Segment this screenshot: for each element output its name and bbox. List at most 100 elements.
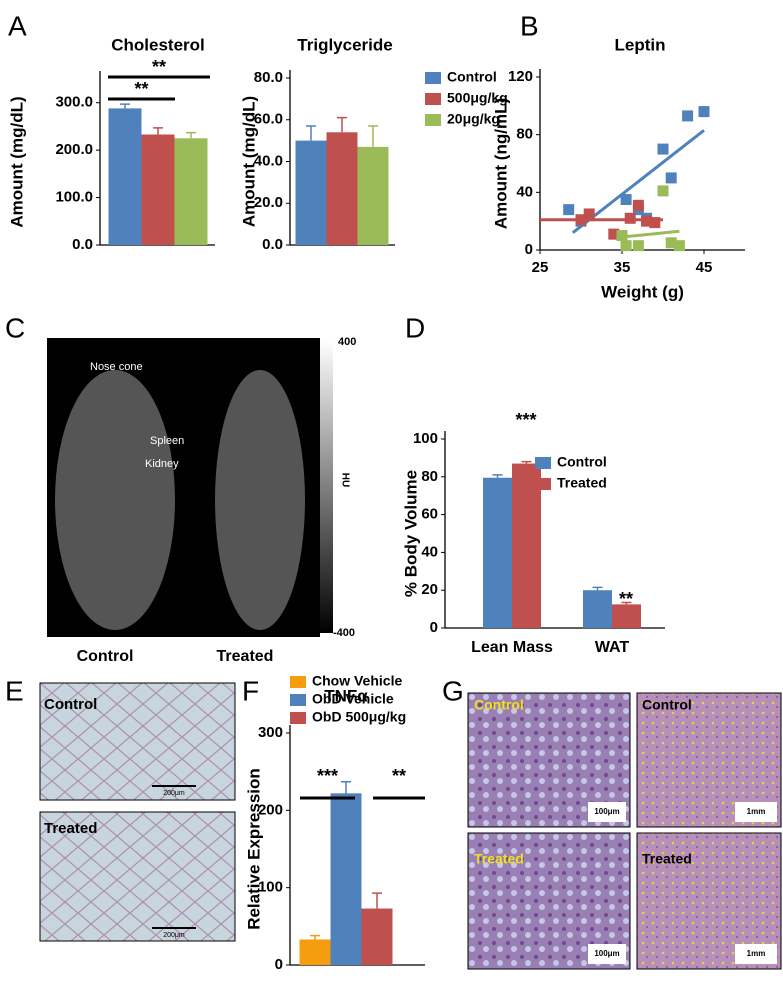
y-axis-label: Amount (ng/mL) bbox=[491, 98, 510, 229]
y-tick-label: 0.0 bbox=[72, 236, 93, 253]
chart-title: Leptin bbox=[615, 35, 666, 54]
scale-bar: 100μm bbox=[594, 807, 619, 816]
y-tick-label: 200 bbox=[258, 801, 283, 818]
y-tick-label: 100 bbox=[413, 430, 438, 447]
ct-mouse bbox=[215, 370, 305, 630]
y-tick-label: 40 bbox=[516, 183, 533, 200]
trend-line bbox=[621, 229, 680, 239]
point bbox=[682, 110, 694, 122]
image-label: Treated bbox=[642, 851, 692, 867]
image-label: Treated bbox=[44, 820, 97, 837]
y-tick-label: 300.0 bbox=[55, 94, 93, 111]
ct-caption: Control bbox=[77, 648, 134, 665]
point bbox=[657, 143, 669, 155]
legend-swatch bbox=[425, 72, 441, 84]
point bbox=[657, 185, 669, 197]
error-bar bbox=[521, 460, 532, 464]
y-axis-label: % Body Volume bbox=[401, 470, 420, 597]
legend-swatch bbox=[290, 712, 306, 724]
scale-bar: 100μm bbox=[594, 949, 619, 958]
panel-label: G bbox=[442, 675, 464, 706]
legend-label: Control bbox=[557, 454, 607, 470]
ct-label: Spleen bbox=[150, 435, 184, 447]
y-tick-label: 120 bbox=[508, 68, 533, 85]
error-bar bbox=[372, 892, 382, 909]
y-axis-label: Relative Expression bbox=[244, 768, 263, 930]
bar bbox=[108, 108, 142, 245]
x-tick-label: Lean Mass bbox=[471, 639, 553, 656]
legend-swatch bbox=[535, 457, 551, 469]
y-tick-label: 100 bbox=[258, 879, 283, 896]
ct-mouse bbox=[55, 370, 175, 630]
y-tick-label: 40.0 bbox=[254, 152, 283, 169]
x-tick-label: 25 bbox=[532, 259, 549, 276]
bar bbox=[174, 138, 208, 245]
y-tick-label: 60.0 bbox=[254, 111, 283, 128]
legend-label: Control bbox=[447, 69, 497, 85]
y-tick-label: 0 bbox=[275, 956, 283, 973]
y-tick-label: 0 bbox=[430, 619, 438, 636]
point bbox=[698, 106, 710, 118]
point bbox=[632, 199, 644, 211]
ct-label: Kidney bbox=[145, 458, 179, 470]
significance: ** bbox=[619, 589, 633, 609]
error-bar bbox=[621, 601, 632, 605]
legend-label: 20μg/kg bbox=[447, 111, 500, 127]
y-tick-label: 80 bbox=[516, 126, 533, 143]
point bbox=[649, 217, 661, 229]
scale-bar: 1mm bbox=[747, 949, 766, 958]
ct-label: Nose cone bbox=[90, 361, 143, 373]
error-bar bbox=[592, 586, 603, 591]
error-bar bbox=[337, 116, 347, 133]
image-label: Control bbox=[642, 697, 692, 713]
point bbox=[608, 228, 620, 240]
bar bbox=[612, 604, 641, 628]
y-tick-label: 0 bbox=[525, 241, 533, 258]
bar bbox=[483, 477, 512, 628]
error-bar bbox=[120, 103, 130, 109]
point bbox=[665, 172, 677, 184]
point bbox=[563, 204, 575, 216]
significance: ** bbox=[392, 766, 406, 786]
error-bar bbox=[306, 125, 316, 141]
x-tick-label: 35 bbox=[614, 259, 631, 276]
y-tick-label: 20 bbox=[421, 581, 438, 598]
bar bbox=[583, 590, 612, 628]
significance: *** bbox=[515, 410, 536, 430]
significance: ** bbox=[134, 79, 148, 99]
y-tick-label: 300 bbox=[258, 724, 283, 741]
error-bar bbox=[492, 474, 503, 478]
image-label: Control bbox=[474, 697, 524, 713]
error-bar bbox=[186, 131, 196, 139]
point bbox=[620, 194, 632, 206]
panel-label: D bbox=[405, 312, 425, 343]
bar bbox=[512, 463, 541, 628]
point bbox=[583, 208, 595, 220]
bar bbox=[295, 140, 327, 245]
scale-bar: 200μm bbox=[163, 932, 185, 939]
scale-bar: 1mm bbox=[747, 807, 766, 816]
y-tick-label: 100.0 bbox=[55, 189, 93, 206]
y-tick-label: 60 bbox=[421, 506, 438, 523]
legend-swatch bbox=[425, 114, 441, 126]
bar bbox=[361, 908, 393, 965]
legend-swatch bbox=[290, 676, 306, 688]
y-tick-label: 40 bbox=[421, 543, 438, 560]
significance: *** bbox=[317, 766, 338, 786]
legend-swatch bbox=[290, 694, 306, 706]
y-tick-label: 80 bbox=[421, 468, 438, 485]
point bbox=[673, 240, 685, 252]
legend-label: Chow Vehicle bbox=[312, 673, 402, 689]
bar bbox=[326, 132, 358, 245]
error-bar bbox=[368, 125, 378, 147]
ct-caption: Treated bbox=[217, 648, 274, 665]
x-axis-label: Weight (g) bbox=[601, 282, 684, 301]
point bbox=[620, 240, 632, 252]
histology-image bbox=[39, 682, 236, 801]
panel-label: A bbox=[8, 10, 27, 41]
significance: ** bbox=[152, 57, 166, 77]
chart-title: Triglyceride bbox=[297, 35, 392, 54]
y-tick-label: 80.0 bbox=[254, 69, 283, 86]
colorbar bbox=[320, 341, 333, 633]
